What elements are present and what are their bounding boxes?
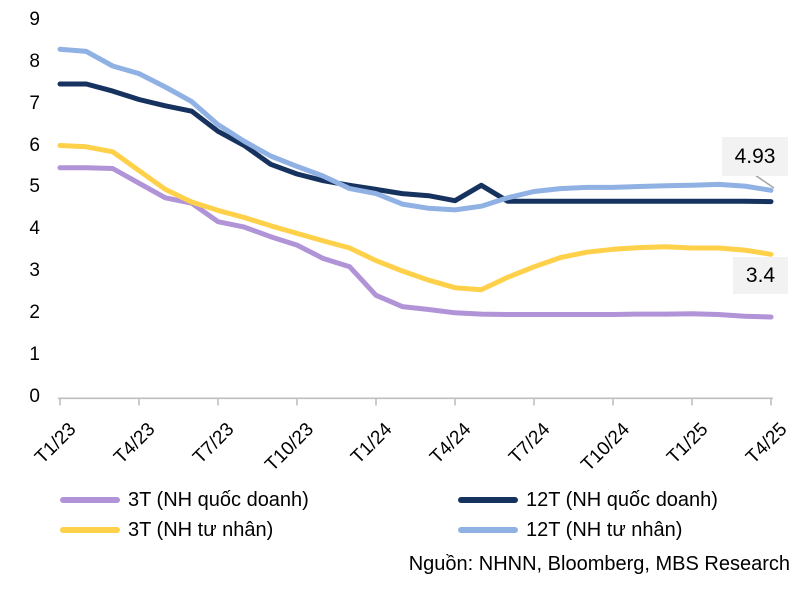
x-axis bbox=[58, 397, 773, 406]
y-tick-label: 7 bbox=[29, 92, 40, 114]
legend-swatch-12t-quoc-doanh-icon bbox=[458, 497, 518, 503]
series-line-3t-tu-nhan bbox=[57, 143, 774, 293]
legend-label-3t-tu-nhan: 3T (NH tư nhân) bbox=[128, 519, 274, 541]
legend-label-12t-tu-nhan: 12T (NH tư nhân) bbox=[526, 519, 683, 541]
y-tick-label: 8 bbox=[29, 50, 40, 72]
annotation-3t-tu-nhan-value: 3.4 bbox=[733, 257, 788, 294]
annotation-12t-tu-nhan-value: 4.93 bbox=[722, 137, 788, 176]
legend-swatch-3t-quoc-doanh-icon bbox=[60, 497, 120, 503]
y-tick-label: 1 bbox=[29, 343, 40, 365]
source-note: Nguồn: NHNN, Bloomberg, MBS Research bbox=[408, 553, 790, 575]
series-line-12t-quoc-doanh bbox=[57, 81, 774, 205]
legend-item-12t-quoc-doanh: 12T (NH quốc doanh) bbox=[458, 487, 718, 513]
legend-swatch-12t-tu-nhan-icon bbox=[458, 527, 518, 533]
annotation-connector-line bbox=[754, 174, 775, 189]
series-line-3t-quoc-doanh bbox=[57, 165, 774, 320]
y-tick-label: 5 bbox=[29, 176, 40, 198]
y-tick-label: 3 bbox=[29, 260, 40, 281]
y-tick-label: 6 bbox=[29, 134, 40, 156]
y-tick-label: 4 bbox=[29, 218, 40, 240]
legend-label-12t-quoc-doanh: 12T (NH quốc doanh) bbox=[526, 489, 718, 511]
legend-item-3t-tu-nhan: 3T (NH tư nhân) bbox=[60, 517, 273, 543]
legend-item-3t-quoc-doanh: 3T (NH quốc doanh) bbox=[60, 487, 309, 513]
series-lines bbox=[57, 46, 774, 320]
legend-item-12t-tu-nhan: 12T (NH tư nhân) bbox=[458, 517, 682, 543]
legend-label-3t-quoc-doanh: 3T (NH quốc doanh) bbox=[128, 489, 309, 511]
series-line-12t-tu-nhan bbox=[57, 46, 774, 213]
y-tick-label: 2 bbox=[29, 301, 40, 323]
y-tick-label: 0 bbox=[29, 385, 40, 407]
legend-swatch-3t-tu-nhan-icon bbox=[60, 527, 120, 533]
y-tick-label: 9 bbox=[29, 9, 40, 31]
